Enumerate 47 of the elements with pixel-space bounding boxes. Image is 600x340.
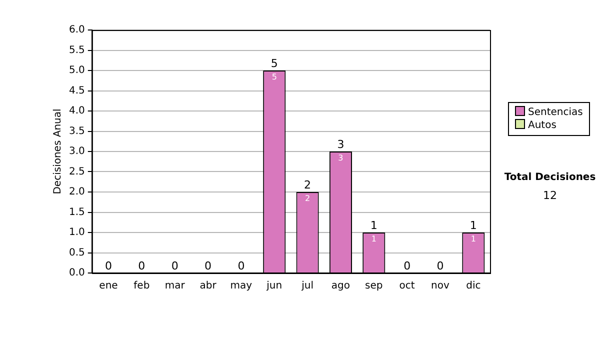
data-label: 5 (272, 72, 277, 82)
text: Total Decisiones (503, 172, 597, 183)
y-tick-label: 2.5 (68, 166, 85, 178)
x-tick-label: ago (331, 280, 350, 292)
y-tick-label: 5.0 (68, 65, 85, 76)
legend-label: Sentencias (527, 106, 583, 119)
data-label: 1 (470, 234, 476, 244)
y-axis-title: Decisiones Anual (52, 108, 64, 194)
x-tick-label: jun (266, 280, 282, 292)
y-tick-label: 1.5 (68, 206, 85, 218)
data-label: 2 (304, 194, 310, 204)
total-label: 1 (470, 218, 477, 232)
total-label: 0 (204, 259, 212, 272)
legend-label: Autos (527, 119, 558, 132)
y-tick-label: 2.0 (68, 186, 85, 198)
x-tick-label: dic (466, 280, 481, 292)
y-tick-label: 3.0 (68, 146, 85, 158)
total-label: 3 (337, 138, 344, 151)
y-tick-label: 6.0 (68, 24, 85, 36)
x-tick-label: feb (134, 280, 150, 292)
total-label: 0 (238, 259, 245, 272)
x-tick-label: jul (300, 280, 314, 292)
x-tick-label: nov (431, 280, 450, 292)
data-label: 1 (371, 234, 376, 244)
total-label: 0 (404, 259, 411, 272)
x-tick-label: may (230, 280, 252, 292)
data-label: 3 (338, 154, 344, 163)
text: 12 (542, 189, 558, 202)
y-tick-label: 4.0 (68, 106, 85, 117)
total-label: 2 (304, 178, 312, 192)
x-tick-label: abr (200, 280, 218, 292)
total-label: 5 (270, 56, 278, 70)
x-tick-label: sep (365, 280, 383, 292)
x-tick-label: mar (164, 280, 186, 292)
y-tick-label: 0.0 (68, 268, 85, 279)
total-label: 0 (436, 259, 444, 272)
y-tick-label: 3.5 (68, 126, 85, 137)
total-label: 0 (171, 259, 178, 272)
total-label: 0 (104, 259, 112, 272)
y-tick-label: 5.5 (68, 44, 85, 56)
y-tick-label: 0.5 (68, 247, 85, 258)
x-tick-label: ene (99, 280, 118, 292)
total-label: 0 (138, 259, 146, 272)
y-tick-label: 1.0 (68, 227, 85, 238)
y-tick-label: 4.5 (68, 85, 85, 96)
total-label: 1 (370, 218, 378, 232)
x-tick-label: oct (399, 280, 415, 292)
